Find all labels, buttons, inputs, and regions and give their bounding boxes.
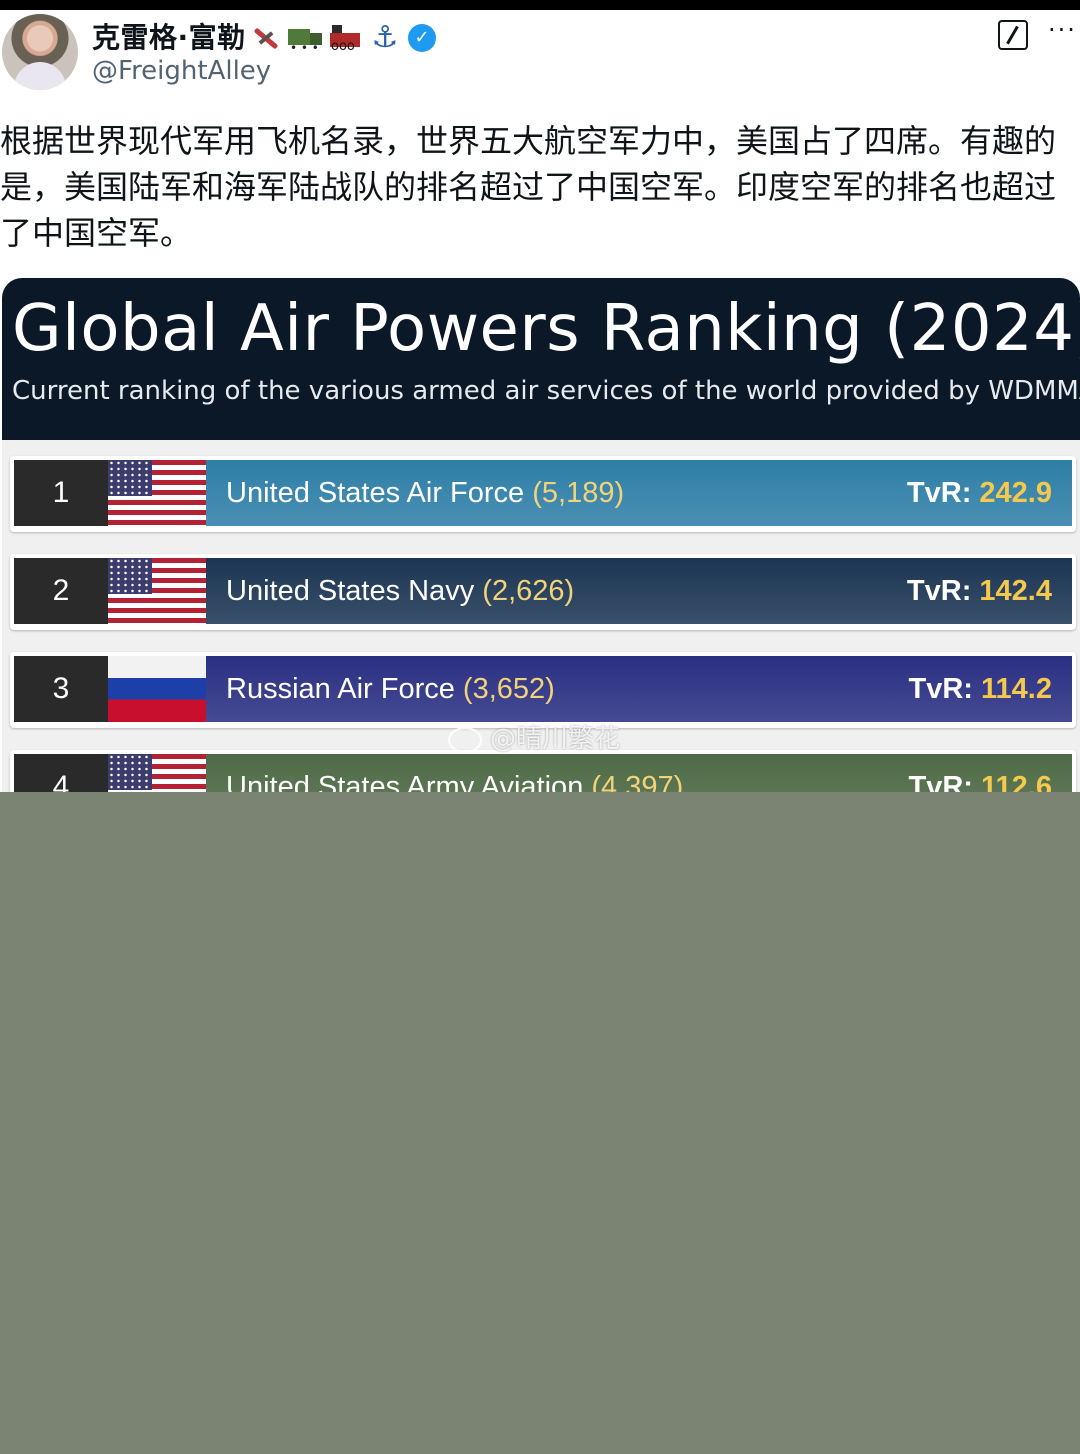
tvr-score: TvR: 112.6 [908,771,1053,792]
rank-number: 1 [14,460,108,526]
post-text: 根据世界现代军用飞机名录，世界五大航空军力中，美国占了四席。有趣的是，美国陆军和… [0,122,1057,252]
tvr-score: TvR: 114.2 [908,673,1053,705]
aircraft-count: (2,626) [482,575,575,607]
watermark: @晴川繁花 [448,718,620,755]
pickaxe-icon [248,21,282,55]
us-flag-icon [108,558,206,624]
ranking-row: 2 United States Navy (2,626) TvR: 142.4 [10,554,1076,630]
unit-label: United States Army Aviation (4,397) [226,754,683,792]
ranking-bar: United States Army Aviation (4,397) TvR:… [206,754,1072,792]
more-options-icon[interactable]: ··· [1048,16,1077,44]
author-name[interactable]: 克雷格·富勒 [92,21,246,54]
post-card: 克雷格·富勒 ⚓ ✓ @FreightAlley ··· 根据世界现代军用飞机名… [0,10,1080,792]
anchor-icon: ⚓ [371,20,399,55]
unit-label: United States Air Force (5,189) [226,477,625,509]
tvr-score: TvR: 242.9 [906,477,1052,509]
author-emoji-group: ⚓ ✓ [248,18,436,58]
ranking-bar: Russian Air Force (3,652) TvR: 114.2 [206,656,1072,722]
unit-label: United States Navy (2,626) [226,575,575,607]
ranking-row: 4 United States Army Aviation (4,397) Tv… [10,750,1076,792]
us-flag-icon [108,754,206,792]
aircraft-count: (3,652) [462,673,555,705]
ranking-row: 3 Russian Air Force (3,652) TvR: 114.2 [10,652,1076,728]
verified-badge-icon: ✓ [408,24,436,52]
ranking-row: 1 United States Air Force (5,189) TvR: 2… [10,456,1076,532]
rank-number: 3 [14,656,108,722]
russia-flag-icon [108,656,206,722]
aircraft-count: (5,189) [532,477,625,509]
ranking-bar: United States Navy (2,626) TvR: 142.4 [206,558,1072,624]
rank-number: 2 [14,558,108,624]
top-status-strip [0,0,1080,10]
us-flag-icon [108,460,206,526]
truck-icon [288,21,322,55]
avatar[interactable] [2,14,78,90]
infographic-title: Global Air Powers Ranking (2024) [12,292,1080,366]
aircraft-count: (4,397) [591,771,684,792]
author-handle[interactable]: @FreightAlley [92,56,272,86]
unit-label: Russian Air Force (3,652) [226,673,555,705]
rank-number: 4 [14,754,108,792]
grok-icon[interactable] [998,20,1028,50]
train-icon [328,21,362,55]
infographic-subtitle: Current ranking of the various armed air… [12,376,1080,406]
post-image[interactable]: Global Air Powers Ranking (2024) Current… [2,278,1080,792]
ranking-bar: United States Air Force (5,189) TvR: 242… [206,460,1072,526]
weibo-icon [448,726,482,753]
infographic-header: Global Air Powers Ranking (2024) Current… [2,278,1080,440]
tvr-score: TvR: 142.4 [906,575,1052,607]
